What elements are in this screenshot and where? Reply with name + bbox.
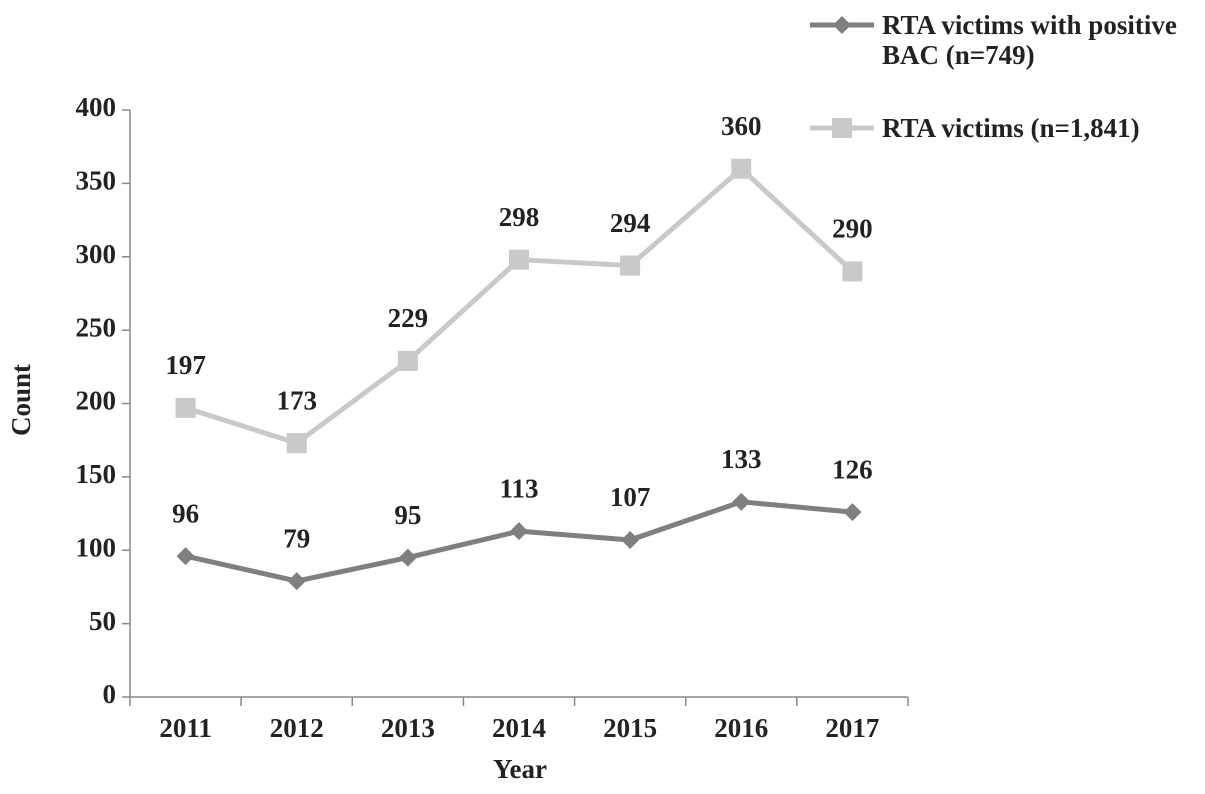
x-tick-label: 2014: [492, 713, 546, 743]
data-label: 298: [499, 202, 540, 232]
data-label: 113: [499, 473, 538, 503]
x-tick-label: 2016: [714, 713, 768, 743]
legend-label: RTA victims (n=1,841): [882, 113, 1140, 143]
data-label: 107: [610, 482, 651, 512]
data-label: 126: [832, 454, 873, 484]
marker: [286, 433, 307, 454]
marker: [621, 530, 640, 549]
data-label: 290: [832, 214, 873, 244]
marker: [732, 492, 751, 511]
marker: [510, 522, 528, 541]
y-tick-label: 100: [76, 532, 117, 562]
marker: [397, 350, 418, 371]
legend-swatch: [810, 118, 874, 138]
legend-marker: [833, 16, 851, 34]
marker: [175, 397, 196, 418]
legend-swatch: [810, 16, 874, 34]
data-label: 294: [610, 208, 651, 238]
x-tick-label: 2013: [381, 713, 435, 743]
data-label: 360: [721, 111, 762, 141]
legend-label: RTA victims with positive BAC (n=749): [882, 10, 1177, 70]
x-tick-label: 2015: [603, 713, 657, 743]
y-tick-label: 300: [76, 239, 117, 269]
marker: [509, 249, 529, 270]
y-tick-label: 0: [103, 679, 117, 709]
legend-marker: [832, 118, 852, 138]
data-label: 133: [721, 444, 762, 474]
x-axis-title: Year: [493, 754, 547, 784]
data-label: 229: [388, 303, 429, 333]
marker: [398, 548, 417, 567]
x-tick-label: 2012: [270, 713, 324, 743]
x-tick-label: 2011: [159, 713, 212, 743]
y-axis-title: Count: [6, 364, 36, 436]
y-tick-label: 50: [89, 606, 116, 636]
marker: [287, 572, 306, 591]
marker: [620, 255, 641, 276]
data-label: 173: [276, 385, 317, 415]
marker: [176, 547, 195, 566]
marker: [731, 158, 752, 179]
data-label: 79: [283, 523, 310, 553]
y-tick-label: 150: [76, 459, 117, 489]
data-label: 197: [165, 350, 206, 380]
y-tick-label: 350: [76, 166, 117, 196]
y-tick-label: 400: [76, 92, 117, 122]
y-tick-label: 250: [76, 312, 117, 342]
data-label: 96: [172, 498, 199, 528]
marker: [842, 261, 863, 282]
y-tick-label: 200: [76, 386, 117, 416]
marker: [843, 503, 862, 522]
data-label: 95: [394, 500, 421, 530]
x-tick-label: 2017: [825, 713, 879, 743]
